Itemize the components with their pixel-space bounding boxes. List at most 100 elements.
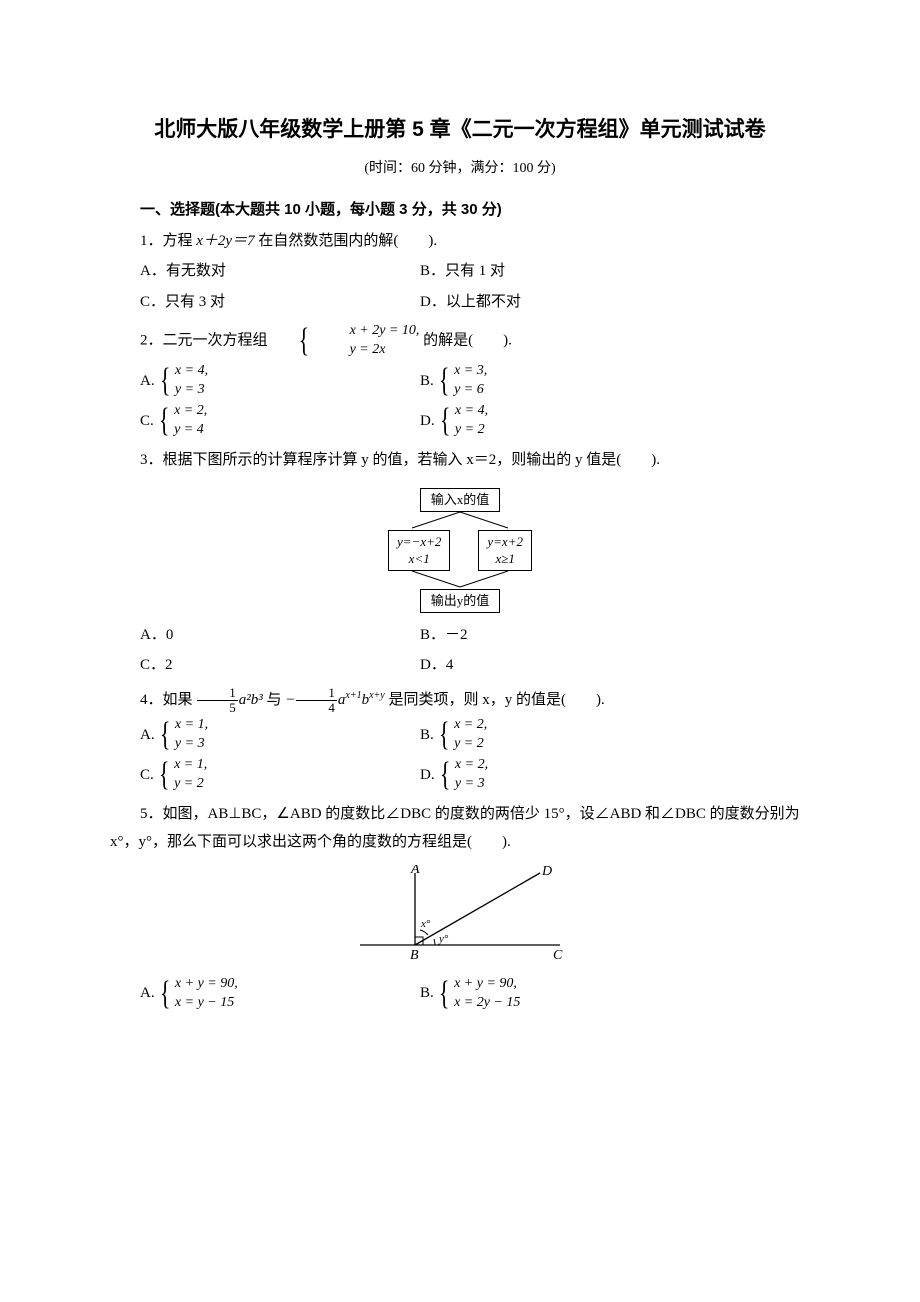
q2-sys-l1: x + 2y = 10, [320, 322, 420, 341]
q4-frac1-den: 5 [197, 700, 238, 715]
q2-opt-b: B.{x = 3,y = 6 [420, 362, 700, 400]
flow-left-l2: x<1 [409, 551, 430, 566]
q5-angle-figure: A D B C x° y° [345, 865, 575, 965]
q4-term2b: b [362, 692, 370, 708]
doc-title: 北师大版八年级数学上册第 5 章《二元一次方程组》单元测试试卷 [110, 110, 810, 150]
brace-icon: { [439, 977, 450, 1011]
q2-c-l1: x = 2, [174, 402, 207, 421]
q3-opts-row1: A．0 B．－2 [110, 621, 810, 650]
q4-opt-b: B.{x = 2,y = 2 [420, 716, 700, 754]
flow-right-l2: x≥1 [495, 551, 514, 566]
q4-pre: 4．如果 [140, 692, 193, 708]
q4-term1: a²b³ [239, 692, 263, 708]
q4-frac2-num: 1 [296, 686, 337, 700]
q4-frac2-den: 4 [296, 700, 337, 715]
q3-opt-c: C．2 [140, 651, 420, 680]
q3-flowchart: 输入x的值 y=−x+2 x<1 y=x+2 x≥1 输出y的值 [355, 488, 565, 612]
q4-opt-d: D.{x = 2,y = 3 [420, 756, 700, 794]
brace-icon: { [439, 758, 450, 792]
q1-post: 在自然数范围内的解( ). [255, 233, 438, 249]
q5-label-b: B [410, 948, 419, 963]
flow-arrows-down-icon [360, 512, 560, 530]
q5-opt-a: A.{x + y = 90,x = y − 15 [140, 975, 420, 1013]
q1-opts-row1: A．有无数对 B．只有 1 对 [110, 257, 810, 286]
q4-neg: − [285, 692, 295, 708]
q4-exp1: x+1 [345, 690, 361, 701]
q4-opts-row2: C.{x = 1,y = 2 D.{x = 2,y = 3 [110, 756, 810, 794]
flow-right-box: y=x+2 x≥1 [478, 530, 532, 571]
brace-icon: { [159, 758, 170, 792]
q2-a-l2: y = 3 [175, 381, 208, 400]
q2-d-l2: y = 2 [455, 421, 488, 440]
q2-opts-row2: C.{x = 2,y = 4 D.{x = 4,y = 2 [110, 402, 810, 440]
flow-bottom-box: 输出y的值 [420, 589, 501, 613]
q5-b-l1: x + y = 90, [454, 975, 520, 994]
q3-opt-a: A．0 [140, 621, 420, 650]
q5-opt-b: B.{x + y = 90,x = 2y − 15 [420, 975, 700, 1013]
q3-opts-row2: C．2 D．4 [110, 651, 810, 680]
q4-c-l1: x = 1, [174, 756, 207, 775]
q2-c-l2: y = 4 [174, 421, 207, 440]
q1-pre: 1．方程 [140, 233, 196, 249]
q4-b-l1: x = 2, [454, 716, 487, 735]
brace-icon: { [439, 718, 450, 752]
q4-a-l1: x = 1, [175, 716, 208, 735]
flow-top-box: 输入x的值 [420, 488, 501, 512]
q2-a-l1: x = 4, [175, 362, 208, 381]
q2-system: { x + 2y = 10, y = 2x [271, 322, 419, 360]
brace-icon: { [159, 404, 170, 438]
q4-opt-c: C.{x = 1,y = 2 [140, 756, 420, 794]
q5-label-x: x° [420, 918, 431, 930]
q1-opts-row2: C．只有 3 对 D．以上都不对 [110, 288, 810, 317]
q2-d-l1: x = 4, [455, 402, 488, 421]
flow-arrows-up-icon [360, 571, 560, 589]
q5-opts-row1: A.{x + y = 90,x = y − 15 B.{x + y = 90,x… [110, 975, 810, 1013]
q4-frac1: 15 [197, 686, 238, 714]
q4-frac2: 14 [296, 686, 337, 714]
q1-opt-d: D．以上都不对 [420, 288, 700, 317]
q2-opt-c: C.{x = 2,y = 4 [140, 402, 420, 440]
q1-math: x＋2y＝7 [196, 233, 254, 249]
q5-b-l2: x = 2y − 15 [454, 994, 520, 1013]
q3-opt-d: D．4 [420, 651, 700, 680]
flow-left-l1: y=−x+2 [397, 534, 441, 549]
q2-sys-l2: y = 2x [320, 341, 420, 360]
brace-icon: { [159, 718, 170, 752]
q5-label-y: y° [438, 933, 449, 945]
q4-d-l1: x = 2, [455, 756, 488, 775]
q2-b-l1: x = 3, [454, 362, 487, 381]
q3-opt-b: B．－2 [420, 621, 700, 650]
flow-right-l1: y=x+2 [487, 534, 523, 549]
q2-post: 的解是( ). [423, 333, 512, 349]
brace-icon: { [159, 364, 170, 398]
q5-label-d: D [541, 865, 552, 879]
q5-a-l2: x = y − 15 [175, 994, 238, 1013]
brace-icon: { [439, 364, 450, 398]
brace-icon: { [159, 977, 170, 1011]
q3-text: 3．根据下图所示的计算程序计算 y 的值，若输入 x＝2，则输出的 y 值是( … [140, 452, 660, 468]
q4-b-l2: y = 2 [454, 735, 487, 754]
q4-a-l2: y = 3 [175, 735, 208, 754]
brace-icon: { [279, 324, 309, 358]
q5-label-c: C [553, 948, 563, 963]
q5-stem-line1: 5．如图，AB⊥BC，∠ABD 的度数比∠DBC 的度数的两倍少 15°，设∠A… [110, 800, 810, 857]
q5-label-a: A [410, 865, 420, 877]
q4-opts-row1: A.{x = 1,y = 3 B.{x = 2,y = 2 [110, 716, 810, 754]
q4-post: 是同类项，则 x，y 的值是( ). [388, 692, 604, 708]
q4-frac1-num: 1 [197, 686, 238, 700]
q2-pre: 2．二元一次方程组 [140, 333, 268, 349]
q4-opt-a: A.{x = 1,y = 3 [140, 716, 420, 754]
q2-stem: 2．二元一次方程组 { x + 2y = 10, y = 2x 的解是( ). [110, 322, 810, 360]
q2-opts-row1: A.{x = 4,y = 3 B.{x = 3,y = 6 [110, 362, 810, 400]
q1-opt-b: B．只有 1 对 [420, 257, 700, 286]
q4-exp2: x+y [369, 690, 385, 701]
q2-opt-d: D.{x = 4,y = 2 [420, 402, 700, 440]
q4-stem: 4．如果 15a²b³ 与 −14ax+1bx+y 是同类项，则 x，y 的值是… [110, 686, 810, 715]
brace-icon: { [439, 404, 450, 438]
q5-a-l1: x + y = 90, [175, 975, 238, 994]
q4-c-l2: y = 2 [174, 775, 207, 794]
q2-opt-a: A.{x = 4,y = 3 [140, 362, 420, 400]
q5-text: 5．如图，AB⊥BC，∠ABD 的度数比∠DBC 的度数的两倍少 15°，设∠A… [110, 806, 800, 851]
section-1-header: 一、选择题(本大题共 10 小题，每小题 3 分，共 30 分) [110, 196, 810, 225]
q4-mid: 与 [267, 692, 282, 708]
